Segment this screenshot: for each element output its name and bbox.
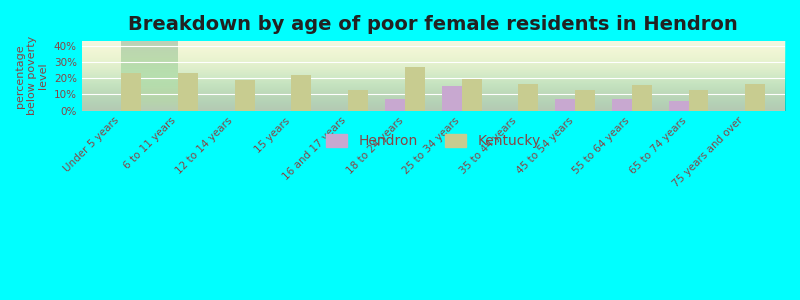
Bar [234, 80, 254, 111]
Legend: Hendron, Kentucky: Hendron, Kentucky [321, 129, 546, 154]
Bar [291, 75, 311, 111]
Bar [746, 84, 765, 111]
Bar [669, 101, 689, 111]
Bar [122, 74, 141, 111]
Bar [689, 90, 709, 111]
Bar [178, 73, 198, 111]
Bar [632, 85, 652, 111]
Bar [575, 90, 595, 111]
Bar [405, 67, 425, 111]
Y-axis label: percentage
below poverty
level: percentage below poverty level [15, 36, 48, 116]
Bar [348, 90, 368, 111]
Bar [462, 79, 482, 111]
Bar [518, 84, 538, 111]
Bar [555, 98, 575, 111]
Title: Breakdown by age of poor female residents in Hendron: Breakdown by age of poor female resident… [129, 15, 738, 34]
Bar [612, 99, 632, 111]
Bar [442, 85, 462, 111]
Bar [385, 99, 405, 111]
